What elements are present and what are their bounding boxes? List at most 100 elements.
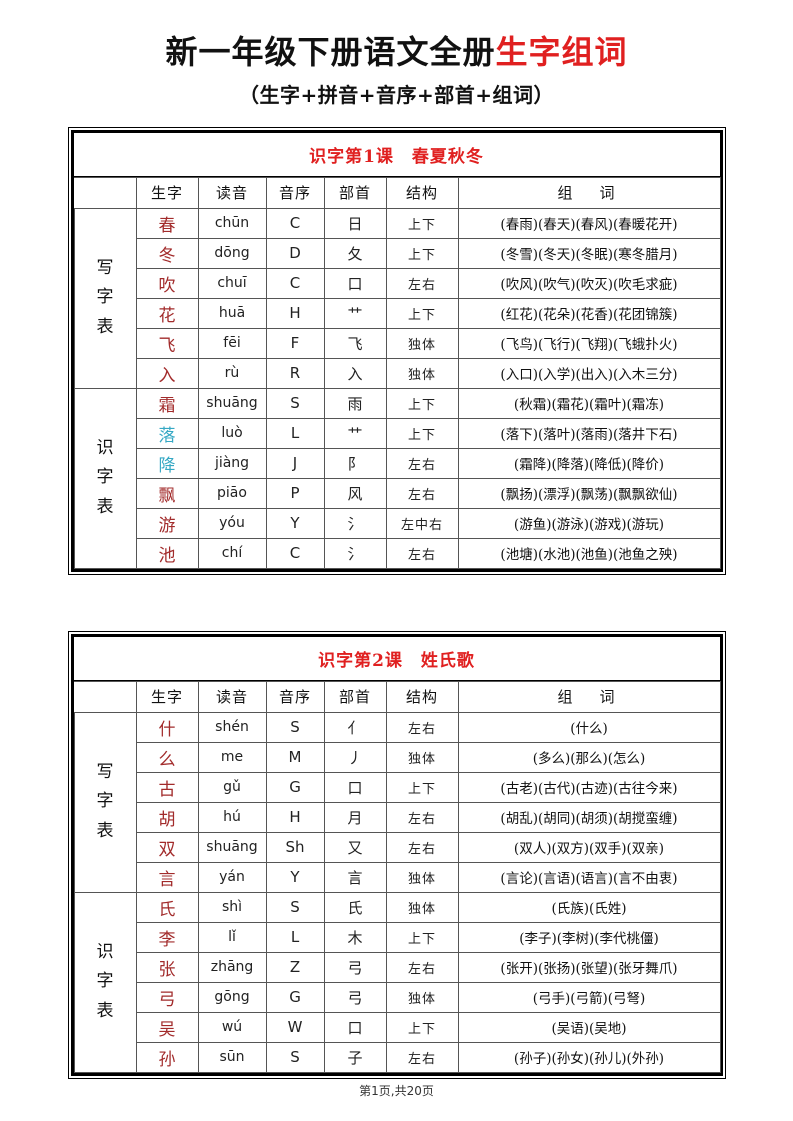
table-row: 飞 fēi F 飞 独体 (飞鸟)(飞行)(飞翔)(飞蛾扑火)	[74, 327, 721, 359]
group-label-write: 写字表	[73, 711, 137, 893]
cell-char: 氏	[135, 891, 199, 923]
cell-structure: 独体	[385, 357, 459, 389]
cell-order: S	[265, 711, 325, 743]
group-label-char: 字	[96, 467, 114, 488]
cell-pinyin: yán	[197, 861, 267, 893]
cell-order: W	[265, 1011, 325, 1043]
cell-structure: 上下	[385, 237, 459, 269]
cell-char: 言	[135, 861, 199, 893]
cell-structure: 上下	[385, 387, 459, 419]
cell-radical: 氏	[323, 891, 387, 923]
cell-char: 孙	[135, 1041, 199, 1073]
cell-pinyin: rù	[197, 357, 267, 389]
cell-order: Z	[265, 951, 325, 983]
table-row: 言 yán Y 言 独体 (言论)(言语)(语言)(言不由衷)	[74, 861, 721, 893]
table-row: 吹 chuī C 口 左右 (吹风)(吹气)(吹灭)(吹毛求疵)	[74, 267, 721, 299]
cell-structure: 上下	[385, 771, 459, 803]
cell-pinyin: chuī	[197, 267, 267, 299]
table-row: 双 shuāng Sh 又 左右 (双人)(双方)(双手)(双亲)	[74, 831, 721, 863]
cell-order: J	[265, 447, 325, 479]
table-row: 冬 dōng D 夂 上下 (冬雪)(冬天)(冬眠)(寒冬腊月)	[74, 237, 721, 269]
cell-char: 么	[135, 741, 199, 773]
cell-radical: 飞	[323, 327, 387, 359]
cell-pinyin: gōng	[197, 981, 267, 1013]
table-row: 游 yóu Y 氵 左中右 (游鱼)(游泳)(游戏)(游玩)	[74, 507, 721, 539]
cell-structure: 独体	[385, 981, 459, 1013]
group-label-char: 字	[96, 791, 114, 812]
cell-order: R	[265, 357, 325, 389]
cell-words: (弓手)(弓箭)(弓弩)	[457, 981, 721, 1013]
header-spacer	[74, 176, 137, 209]
cell-words: (李子)(李树)(李代桃僵)	[457, 921, 721, 953]
cell-pinyin: gǔ	[197, 771, 267, 803]
cell-order: L	[265, 417, 325, 449]
cell-radical: 口	[323, 771, 387, 803]
cell-char: 飘	[135, 477, 199, 509]
cell-words: (落下)(落叶)(落雨)(落井下石)	[457, 417, 721, 449]
cell-char: 池	[135, 537, 199, 569]
cell-words: (什么)	[457, 711, 721, 743]
cell-words: (言论)(言语)(语言)(言不由衷)	[457, 861, 721, 893]
cell-words: (秋霜)(霜花)(霜叶)(霜冻)	[457, 387, 721, 419]
page-title-red: 生字组词	[495, 33, 628, 71]
header-pinyin: 读音	[197, 680, 267, 713]
cell-char: 冬	[135, 237, 199, 269]
table-row: 吴 wú W 口 上下 (吴语)(吴地)	[74, 1011, 721, 1043]
cell-words: (霜降)(降落)(降低)(降价)	[457, 447, 721, 479]
cell-structure: 上下	[385, 1011, 459, 1043]
cell-char: 李	[135, 921, 199, 953]
cell-order: Sh	[265, 831, 325, 863]
cell-order: M	[265, 741, 325, 773]
group-label-recognize: 识字表	[73, 387, 137, 569]
cell-pinyin: sūn	[197, 1041, 267, 1073]
cell-pinyin: me	[197, 741, 267, 773]
cell-radical: 丿	[323, 741, 387, 773]
cell-pinyin: huā	[197, 297, 267, 329]
cell-structure: 独体	[385, 891, 459, 923]
group-label-char: 识	[96, 437, 114, 458]
group-label-char: 识	[96, 941, 114, 962]
cell-pinyin: chí	[197, 537, 267, 569]
cell-radical: 氵	[323, 537, 387, 569]
cell-words: (飘扬)(漂浮)(飘荡)(飘飘欲仙)	[457, 477, 721, 509]
header-words: 组 词	[457, 680, 721, 713]
cell-char: 霜	[135, 387, 199, 419]
cell-words: (冬雪)(冬天)(冬眠)(寒冬腊月)	[457, 237, 721, 269]
grid-body-1: 生字 读音 音序 部首 结构 组 词 写字表 春 chūn C 日 上下	[73, 176, 721, 569]
cell-order: Y	[265, 861, 325, 893]
cell-char: 吴	[135, 1011, 199, 1043]
title-block: 新一年级下册语文全册生字组词 （生字+拼音+音序+部首+组词）	[0, 0, 793, 108]
cell-structure: 左右	[385, 267, 459, 299]
cell-radical: 夂	[323, 237, 387, 269]
group-label-char: 字	[96, 971, 114, 992]
header-order: 音序	[265, 176, 325, 209]
cell-words: (飞鸟)(飞行)(飞翔)(飞蛾扑火)	[457, 327, 721, 359]
page-title-black: 新一年级下册语文全册	[165, 33, 496, 71]
table-row: 写字表 春 chūn C 日 上下 (春雨)(春天)(春风)(春暖花开)	[73, 207, 721, 389]
group-label-char: 表	[96, 1001, 114, 1022]
cell-structure: 左右	[385, 1041, 459, 1073]
cell-radical: 又	[323, 831, 387, 863]
table-row: 入 rù R 入 独体 (入口)(入学)(出入)(入木三分)	[74, 357, 721, 389]
cell-words: (胡乱)(胡同)(胡须)(胡搅蛮缠)	[457, 801, 721, 833]
cell-radical: 口	[323, 267, 387, 299]
table-row: 李 lǐ L 木 上下 (李子)(李树)(李代桃僵)	[74, 921, 721, 953]
vocab-grid-1: 生字 读音 音序 部首 结构 组 词 写字表 春 chūn C 日 上下	[73, 176, 721, 569]
cell-pinyin: jiàng	[197, 447, 267, 479]
header-structure: 结构	[385, 176, 459, 209]
header-char: 生字	[135, 176, 199, 209]
header-radical: 部首	[323, 176, 387, 209]
cell-char: 胡	[135, 801, 199, 833]
cell-structure: 左右	[385, 831, 459, 863]
page-subtitle: （生字+拼音+音序+部首+组词）	[238, 82, 555, 107]
cell-char: 春	[135, 207, 199, 239]
cell-structure: 左右	[385, 801, 459, 833]
column-header-row: 生字 读音 音序 部首 结构 组 词	[74, 680, 721, 713]
cell-radical: 子	[323, 1041, 387, 1073]
group-label-char: 表	[96, 497, 114, 518]
cell-radical: 艹	[323, 417, 387, 449]
cell-order: H	[265, 801, 325, 833]
cell-order: S	[265, 387, 325, 419]
lesson-title-1: 识字第1课 春夏秋冬	[73, 133, 720, 177]
table-row: 落 luò L 艹 上下 (落下)(落叶)(落雨)(落井下石)	[74, 417, 721, 449]
